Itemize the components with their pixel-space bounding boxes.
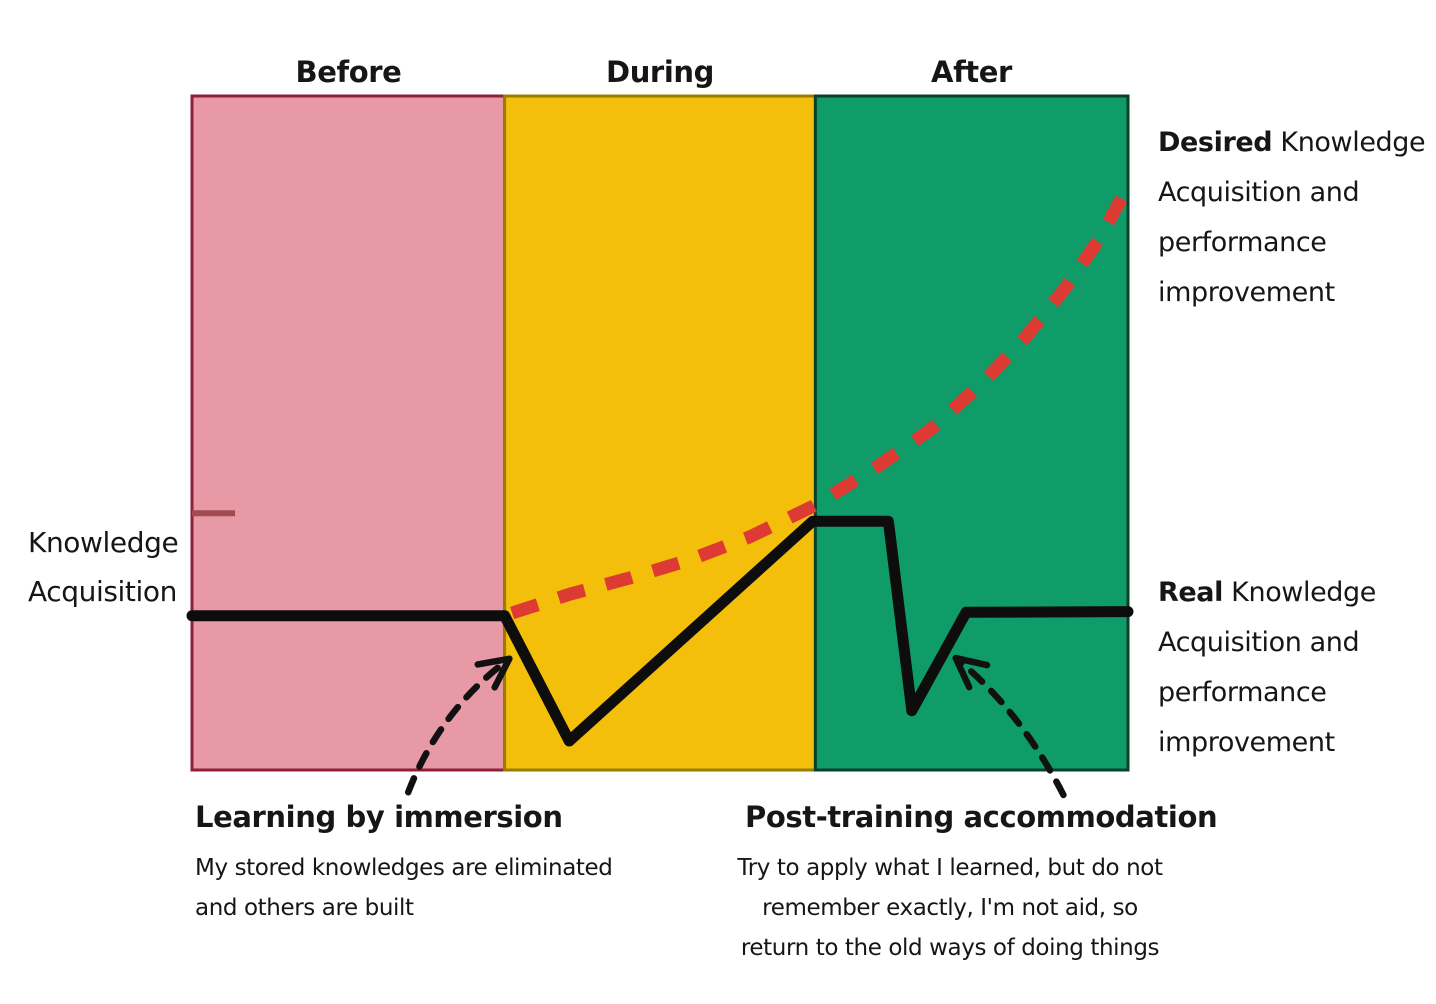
real-label-line2: Acquisition and [1158, 627, 1360, 658]
annotation-post-body-line1: Try to apply what I learned, but do not [737, 855, 1163, 881]
phase-label-during: During [606, 55, 714, 89]
desired-label-line4: improvement [1158, 277, 1335, 308]
annotation-arrows [404, 654, 1067, 799]
real-knowledge-line [186, 515, 1134, 747]
real-label-line1: Real Knowledge [1158, 568, 1428, 618]
phase-region-during [503, 94, 817, 772]
annotation-post-body-line2: remember exactly, I'm not aid, so [762, 895, 1138, 921]
desired-label-line3: performance [1158, 227, 1327, 258]
annotation-post-training-title: Post-training accommodation [745, 800, 1218, 834]
y-axis-label-line2: Acquisition [28, 575, 177, 608]
post-training-arrow [952, 654, 1067, 799]
desired-series-label: Desired Knowledge Acquisition and perfor… [1158, 118, 1428, 318]
annotation-post-body-line3: return to the old ways of doing things [740, 935, 1160, 961]
y-axis-label: Knowledge Acquisition [28, 518, 179, 616]
desired-label-rest: Knowledge [1280, 127, 1426, 158]
learning-arrow [404, 655, 513, 796]
annotation-learning-title: Learning by immersion [195, 800, 563, 834]
phase-label-before: Before [295, 55, 402, 89]
y-axis-label-line1: Knowledge [28, 526, 179, 559]
real-label-line3: performance [1158, 677, 1327, 708]
phase-region-after [813, 94, 1130, 772]
phase-region-before [190, 94, 507, 772]
annotation-learning-body: My stored knowledges are eliminated and … [195, 848, 613, 928]
desired-knowledge-line [510, 183, 1134, 620]
real-label-bold: Real [1158, 577, 1223, 608]
post-training-arrowhead-icon [952, 654, 991, 691]
desired-label-line1: Desired Knowledge [1158, 118, 1428, 168]
phase-label-after: After [931, 55, 1012, 89]
annotation-learning-body-line2: and others are built [195, 895, 414, 921]
real-series-label: Real Knowledge Acquisition and performan… [1158, 568, 1428, 768]
annotation-post-training-body: Try to apply what I learned, but do not … [735, 848, 1165, 968]
real-label-line4: improvement [1158, 727, 1335, 758]
desired-label-line2: Acquisition and [1158, 177, 1360, 208]
desired-label-bold: Desired [1158, 127, 1273, 158]
annotation-learning-body-line1: My stored knowledges are eliminated [195, 855, 613, 881]
real-label-rest: Knowledge [1231, 577, 1376, 608]
series-lines [186, 183, 1134, 747]
phase-regions [190, 94, 1130, 772]
learning-arrowhead-icon [474, 655, 513, 691]
